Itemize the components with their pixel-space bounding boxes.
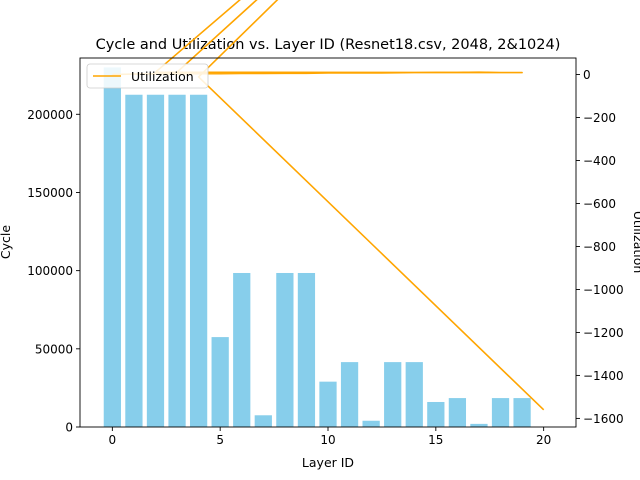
y-axis-right-label: Utilization [631,211,640,274]
x-tick-label: 10 [320,433,335,447]
bar [513,398,531,427]
bar [319,381,337,427]
y-left-tick-label: 150000 [27,186,73,200]
legend-box [86,63,209,89]
y-right-tick-label: −1000 [583,283,624,297]
y-axis-left-label: Cycle [0,225,13,259]
bar [448,398,467,427]
y-right-tick-label: −400 [583,154,616,168]
bar [254,415,272,427]
legend-label: Utilization [131,69,194,84]
y-left-tick-label: 0 [65,421,73,435]
bar [427,401,445,427]
bar [405,362,423,427]
legend: Utilization [86,63,209,89]
bar [125,94,143,427]
bar [470,423,488,427]
bar-series [103,67,531,428]
x-axis-label: Layer ID [302,455,354,470]
y-right-tick-label: −800 [583,240,616,254]
bar [340,362,359,427]
y-right-tick-label: −1400 [583,369,624,383]
x-tick-label: 15 [428,433,443,447]
x-tick-label: 20 [536,433,551,447]
plot-area [103,0,545,428]
x-tick-label: 5 [216,433,224,447]
bar [146,94,165,427]
x-axis: 0 5 10 15 20 [109,427,551,447]
y-axis-left: 0 50000 100000 150000 200000 [27,108,80,435]
x-tick-label: 0 [109,433,117,447]
bar [189,94,208,427]
chart-title: Cycle and Utilization vs. Layer ID (Resn… [96,37,561,53]
bar [384,362,402,427]
y-right-tick-label: −200 [583,111,616,125]
y-axis-right: −1600 −1400 −1200 −1000 −800 −600 −400 −200 0 [576,68,624,426]
bar [362,420,380,427]
bar [211,337,229,427]
y-right-tick-label: −600 [583,197,616,211]
y-right-tick-label: −1200 [583,326,624,340]
bar [491,398,510,427]
bar [297,272,316,427]
bar [103,67,121,428]
y-left-tick-label: 100000 [27,264,73,278]
y-left-tick-label: 50000 [35,342,73,356]
bar [233,272,251,427]
y-right-tick-label: −1600 [583,412,624,426]
bar [168,94,186,427]
bar [276,272,294,427]
y-left-tick-label: 200000 [27,108,73,122]
y-right-tick-label: 0 [583,68,591,82]
